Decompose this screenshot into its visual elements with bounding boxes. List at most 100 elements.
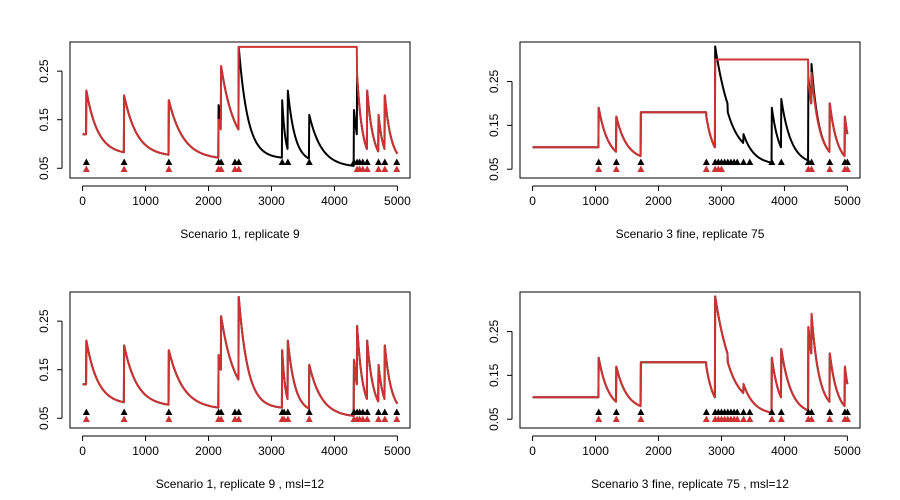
event-observed-14 — [768, 158, 776, 165]
y-tick-label-1: 0.15 — [487, 113, 501, 137]
x-tick-label-3: 3000 — [258, 194, 285, 208]
event-fitted-1 — [120, 415, 128, 422]
x-tick-label-4: 4000 — [771, 194, 798, 208]
x-tick-label-5: 5000 — [834, 444, 861, 458]
plot-frame — [69, 41, 411, 179]
event-fitted-13 — [393, 165, 401, 172]
series-observed — [81, 45, 399, 167]
event-fitted-13 — [746, 415, 754, 422]
panel-3: 0 1000 2000 3000 4000 5000 0.05 0.15 0.25 Scenari… — [487, 291, 861, 491]
event-observed-13 — [359, 158, 367, 165]
event-observed-4 — [217, 158, 225, 165]
event-fitted-11 — [733, 415, 741, 422]
x-tick-label-2: 2000 — [645, 194, 672, 208]
event-fitted-4 — [217, 415, 225, 422]
event-observed-1 — [120, 408, 128, 415]
event-observed-15 — [777, 408, 785, 415]
y-tick-label-2: 0.25 — [37, 309, 51, 333]
x-tick-label-5: 5000 — [384, 194, 411, 208]
x-tick-label-4: 4000 — [771, 444, 798, 458]
event-observed-15 — [777, 158, 785, 165]
event-fitted-1 — [612, 415, 620, 422]
event-fitted-17 — [808, 415, 816, 422]
y-tick-label-0: 0.05 — [487, 157, 501, 181]
x-tick-label-2: 2000 — [195, 194, 222, 208]
event-fitted-6 — [717, 165, 725, 172]
x-tick-label-3: 3000 — [258, 444, 285, 458]
event-observed-18 — [826, 158, 834, 165]
event-fitted-11 — [843, 165, 851, 172]
event-observed-1 — [612, 408, 620, 415]
event-observed-13 — [746, 408, 754, 415]
event-observed-14 — [768, 408, 776, 415]
event-fitted-12 — [740, 415, 748, 422]
event-observed-0 — [595, 158, 603, 165]
x-tick-label-1: 1000 — [132, 194, 159, 208]
event-fitted-3 — [702, 165, 710, 172]
event-fitted-14 — [359, 415, 367, 422]
x-tick-label-2: 2000 — [195, 444, 222, 458]
event-fitted-18 — [393, 415, 401, 422]
series-fitted — [532, 58, 849, 158]
event-observed-17 — [381, 408, 389, 415]
event-fitted-11 — [375, 165, 383, 172]
y-tick-label-2: 0.25 — [487, 319, 501, 343]
event-observed-16 — [375, 408, 383, 415]
event-observed-0 — [595, 408, 603, 415]
x-tick-label-0: 0 — [529, 444, 536, 458]
event-observed-9 — [305, 158, 313, 165]
event-fitted-2 — [637, 415, 645, 422]
x-tick-label-0: 0 — [79, 444, 86, 458]
event-fitted-9 — [284, 415, 292, 422]
event-fitted-0 — [82, 165, 90, 172]
event-fitted-16 — [375, 415, 383, 422]
event-observed-14 — [363, 158, 371, 165]
event-observed-0 — [82, 158, 90, 165]
event-observed-1 — [120, 158, 128, 165]
panel-2: 0 1000 2000 3000 4000 5000 0.05 0.15 0.25 Scenari… — [37, 291, 411, 491]
event-fitted-2 — [637, 165, 645, 172]
y-tick-label-1: 0.15 — [37, 358, 51, 382]
series-fitted — [532, 295, 849, 414]
event-observed-3 — [702, 408, 710, 415]
event-fitted-20 — [843, 415, 851, 422]
y-tick-label-2: 0.25 — [487, 69, 501, 93]
event-observed-17 — [393, 158, 401, 165]
x-tick-label-0: 0 — [79, 194, 86, 208]
y-tick-label-0: 0.05 — [37, 156, 51, 180]
event-observed-11 — [733, 158, 741, 165]
event-observed-8 — [284, 158, 292, 165]
event-observed-0 — [82, 408, 90, 415]
event-fitted-17 — [381, 415, 389, 422]
x-tick-label-4: 4000 — [321, 194, 348, 208]
x-tick-label-1: 1000 — [132, 444, 159, 458]
series-observed — [532, 45, 849, 164]
event-observed-18 — [393, 408, 401, 415]
event-fitted-8 — [808, 165, 816, 172]
panel-title: Scenario 3 fine, replicate 75 — [616, 227, 765, 241]
event-observed-2 — [165, 158, 173, 165]
event-observed-1 — [612, 158, 620, 165]
event-fitted-15 — [363, 415, 371, 422]
event-observed-2 — [165, 408, 173, 415]
x-tick-label-3: 3000 — [708, 444, 735, 458]
event-fitted-10 — [305, 415, 313, 422]
panel-title: Scenario 1, replicate 9 , msl=12 — [156, 477, 325, 491]
x-tick-label-1: 1000 — [582, 444, 609, 458]
event-fitted-15 — [777, 415, 785, 422]
event-fitted-18 — [826, 415, 834, 422]
y-tick-label-1: 0.15 — [487, 363, 501, 387]
series-observed — [532, 295, 849, 414]
event-fitted-2 — [165, 415, 173, 422]
event-observed-6 — [235, 158, 243, 165]
plot-frame — [519, 291, 861, 429]
event-observed-3 — [702, 158, 710, 165]
event-observed-17 — [808, 408, 816, 415]
event-fitted-14 — [768, 415, 776, 422]
y-tick-label-1: 0.15 — [37, 108, 51, 132]
panel-1: 0 1000 2000 3000 4000 5000 0.05 0.15 0.25 Scenari… — [487, 41, 861, 241]
event-observed-9 — [284, 408, 292, 415]
event-observed-15 — [363, 408, 371, 415]
x-tick-label-5: 5000 — [834, 194, 861, 208]
